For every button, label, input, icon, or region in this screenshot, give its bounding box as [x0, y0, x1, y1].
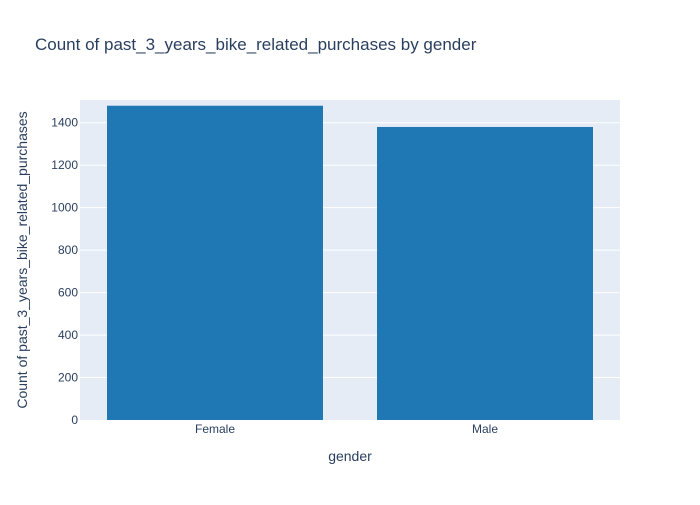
- y-tick-label: 1000: [51, 201, 78, 215]
- y-tick-label: 1400: [51, 116, 78, 130]
- chart-title: Count of past_3_years_bike_related_purch…: [35, 35, 477, 54]
- y-tick-label: 1200: [51, 158, 78, 172]
- y-tick-label: 200: [58, 371, 78, 385]
- y-tick-label: 400: [58, 328, 78, 342]
- x-axis-ticks: Female Male: [195, 422, 498, 436]
- x-tick-label: Female: [195, 422, 235, 436]
- x-tick-label: Male: [472, 422, 498, 436]
- bars: [107, 105, 593, 421]
- y-tick-label: 800: [58, 243, 78, 257]
- x-axis-title: gender: [328, 448, 372, 464]
- y-axis-ticks: 0 200 400 600 800 1000 1200 1400: [51, 116, 78, 427]
- y-axis-title: Count of past_3_years_bike_related_purch…: [14, 111, 30, 408]
- bar-female[interactable]: [107, 105, 323, 420]
- y-tick-label: 600: [58, 286, 78, 300]
- y-tick-label: 0: [71, 413, 78, 427]
- bar-male[interactable]: [377, 126, 593, 421]
